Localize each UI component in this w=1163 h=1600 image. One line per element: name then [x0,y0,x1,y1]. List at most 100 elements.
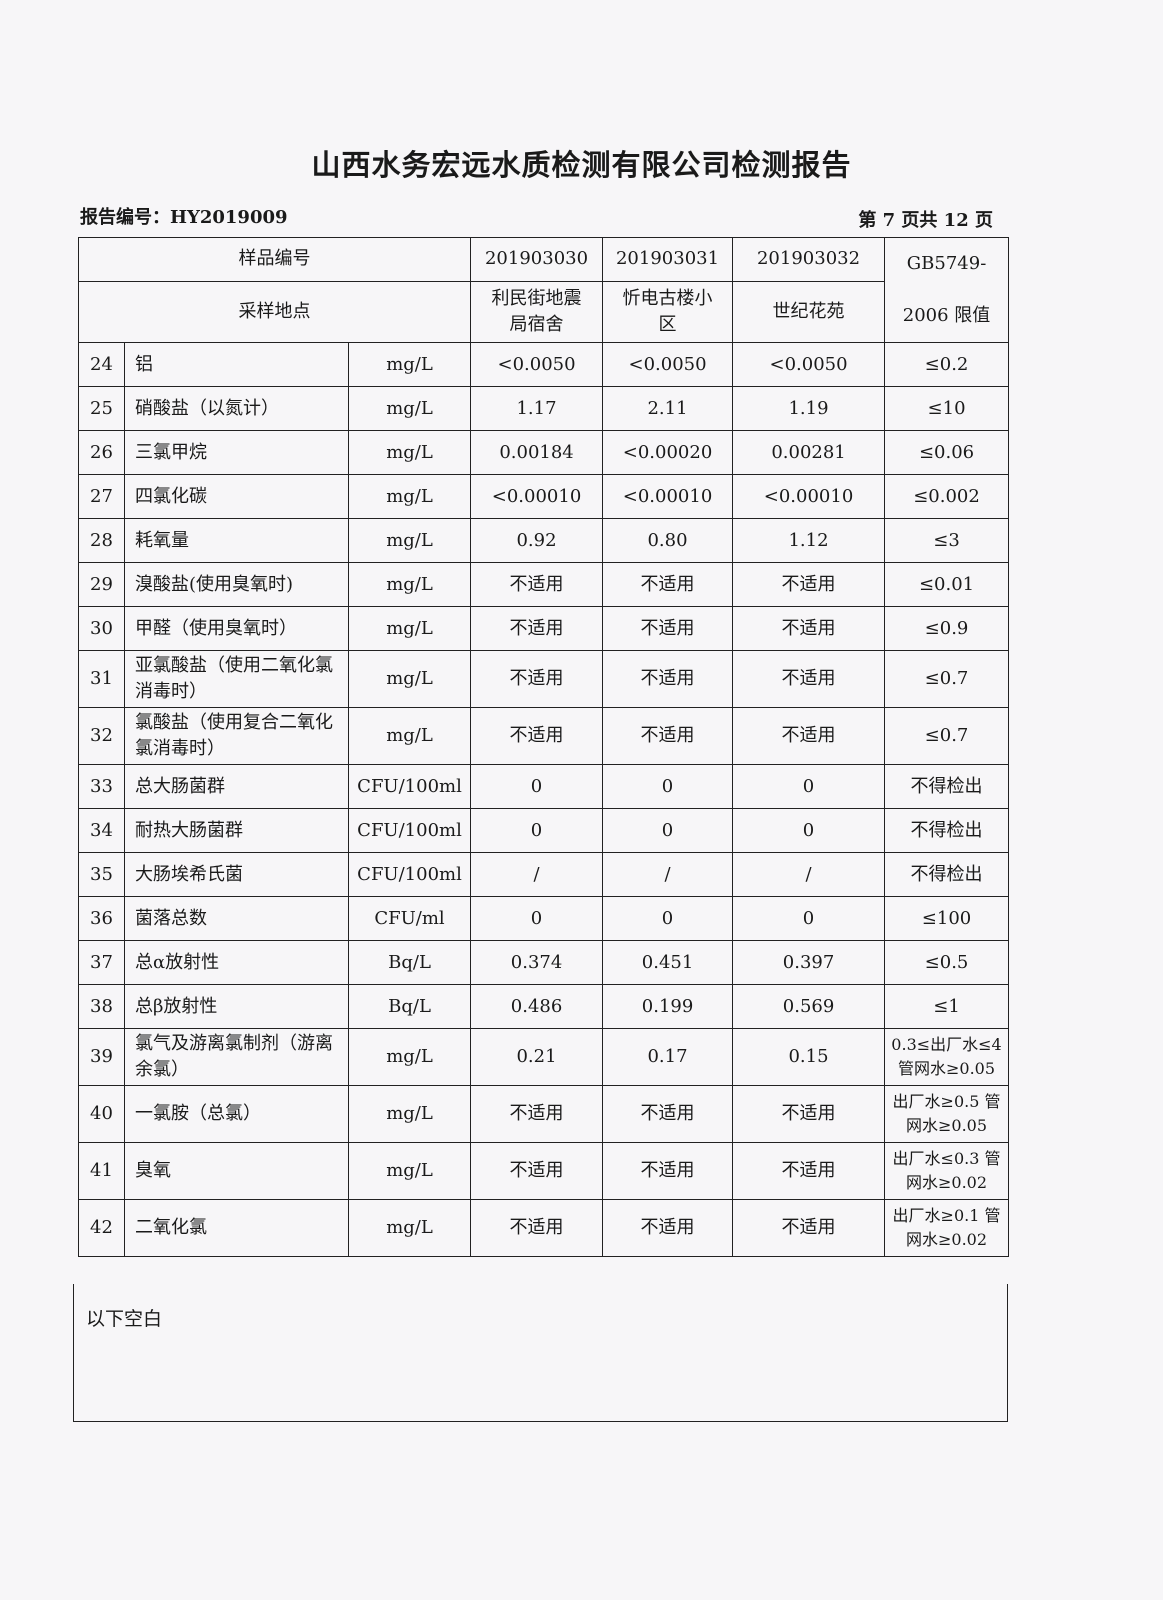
item-number: 31 [78,650,125,708]
result-value: 不适用 [732,1199,886,1257]
result-value: 0 [732,764,886,809]
limit-value: ≤0.7 [884,707,1010,765]
result-value: <0.00010 [602,474,734,519]
item-number: 33 [78,764,125,809]
item-number: 42 [78,1199,125,1257]
item-unit: mg/L [347,1199,472,1257]
item-name: 铝 [124,342,349,387]
limit-value: ≤10 [884,386,1010,431]
item-unit: Bq/L [347,940,472,985]
limit-value: ≤1 [884,984,1010,1029]
limit-value: 不得检出 [884,808,1010,853]
limit-value: ≤0.002 [884,474,1010,519]
item-unit: mg/L [347,518,472,563]
table-row: 40 一氯胺（总氯） mg/L 不适用 不适用 不适用 出厂水≥0.5 管网水≥0.05 [78,1085,1010,1143]
item-name: 二氧化氯 [124,1199,349,1257]
table-row: 39 氯气及游离氯制剂（游离余氯） mg/L 0.21 0.17 0.15 0.3≤出厂水≤… [78,1028,1010,1086]
sample-location: 忻电古楼小区 [602,280,734,344]
limit-value: ≤3 [884,518,1010,563]
item-name: 菌落总数 [124,896,349,941]
result-value: / [732,852,886,897]
result-value: 0.21 [470,1028,604,1086]
result-value: 不适用 [470,1142,604,1200]
result-value: 0.80 [602,518,734,563]
result-value: 不适用 [602,606,734,651]
limit-value: ≤0.01 [884,562,1010,607]
result-value: 0.92 [470,518,604,563]
result-value: 不适用 [602,562,734,607]
result-value: <0.0050 [602,342,734,387]
item-unit: mg/L [347,1028,472,1086]
result-value: 0.00281 [732,430,886,475]
item-name: 大肠埃希氏菌 [124,852,349,897]
table-row: 41 臭氧 mg/L 不适用 不适用 不适用 出厂水≤0.3 管网水≥0.02 [78,1142,1010,1200]
limit-value: 不得检出 [884,852,1010,897]
result-value: <0.0050 [470,342,604,387]
item-unit: mg/L [347,606,472,651]
result-value: 1.19 [732,386,886,431]
table-row: 27 四氯化碳 mg/L <0.00010 <0.00010 <0.00010 ≤0.002 [78,474,1010,519]
result-value: 不适用 [732,606,886,651]
report-number: 报告编号：HY2019009 [80,207,288,228]
result-value: 0.199 [602,984,734,1029]
standard-label: GB5749-2006 限值 [884,237,1010,343]
item-number: 37 [78,940,125,985]
item-unit: mg/L [347,1085,472,1143]
item-name: 溴酸盐(使用臭氧时) [124,562,349,607]
limit-value: 出厂水≥0.1 管网水≥0.02 [884,1199,1010,1257]
item-number: 25 [78,386,125,431]
table-row: 42 二氧化氯 mg/L 不适用 不适用 不适用 出厂水≥0.1 管网水≥0.02 [78,1199,1010,1257]
limit-value: ≤100 [884,896,1010,941]
item-unit: mg/L [347,474,472,519]
item-name: 甲醛（使用臭氧时） [124,606,349,651]
result-value: 不适用 [470,562,604,607]
result-value: 2.11 [602,386,734,431]
item-number: 30 [78,606,125,651]
table-row: 32 氯酸盐（使用复合二氧化氯消毒时） mg/L 不适用 不适用 不适用 ≤0.7 [78,707,1010,765]
result-value: 不适用 [732,707,886,765]
item-unit: CFU/ml [347,896,472,941]
table-row: 34 耐热大肠菌群 CFU/100ml 0 0 0 不得检出 [78,808,1010,853]
result-value: 0 [470,808,604,853]
item-unit: mg/L [347,562,472,607]
result-value: 不适用 [470,650,604,708]
sample-location: 利民街地震局宿舍 [470,280,604,344]
item-number: 28 [78,518,125,563]
item-name: 氯气及游离氯制剂（游离余氯） [124,1028,349,1086]
result-value: 不适用 [732,650,886,708]
table-row: 28 耗氧量 mg/L 0.92 0.80 1.12 ≤3 [78,518,1010,563]
result-value: 不适用 [602,1142,734,1200]
result-value: 0 [470,896,604,941]
report-title: 山西水务宏远水质检测有限公司检测报告 [311,148,852,182]
item-number: 34 [78,808,125,853]
table-row: 31 亚氯酸盐（使用二氧化氯消毒时） mg/L 不适用 不适用 不适用 ≤0.7 [78,650,1010,708]
item-name: 亚氯酸盐（使用二氧化氯消毒时） [124,650,349,708]
result-value: 不适用 [470,1085,604,1143]
result-value: 0 [602,896,734,941]
item-number: 29 [78,562,125,607]
result-value: 0 [732,808,886,853]
result-value: 不适用 [470,606,604,651]
table-row: 33 总大肠菌群 CFU/100ml 0 0 0 不得检出 [78,764,1010,809]
item-name: 氯酸盐（使用复合二氧化氯消毒时） [124,707,349,765]
remarks-box: 以下空白 [73,1284,1008,1422]
remark-text: 以下空白 [86,1308,163,1330]
result-value: 0.397 [732,940,886,985]
result-value: 不适用 [602,707,734,765]
item-number: 36 [78,896,125,941]
result-value: 0.569 [732,984,886,1029]
item-number: 27 [78,474,125,519]
result-value: 不适用 [602,650,734,708]
sample-id: 201903031 [602,237,734,282]
result-value: <0.0050 [732,342,886,387]
item-name: 三氯甲烷 [124,430,349,475]
table-row: 35 大肠埃希氏菌 CFU/100ml / / / 不得检出 [78,852,1010,897]
item-unit: mg/L [347,1142,472,1200]
header-row-sample-no: 样品编号 201903030 201903031 201903032 GB574… [77,237,1010,343]
item-name: 一氯胺（总氯） [124,1085,349,1143]
table-row: 38 总β放射性 Bq/L 0.486 0.199 0.569 ≤1 [78,984,1010,1029]
result-value: <0.00020 [602,430,734,475]
limit-value: 0.3≤出厂水≤4 管网水≥0.05 [884,1028,1010,1086]
item-unit: mg/L [347,707,472,765]
result-value: 0.374 [470,940,604,985]
